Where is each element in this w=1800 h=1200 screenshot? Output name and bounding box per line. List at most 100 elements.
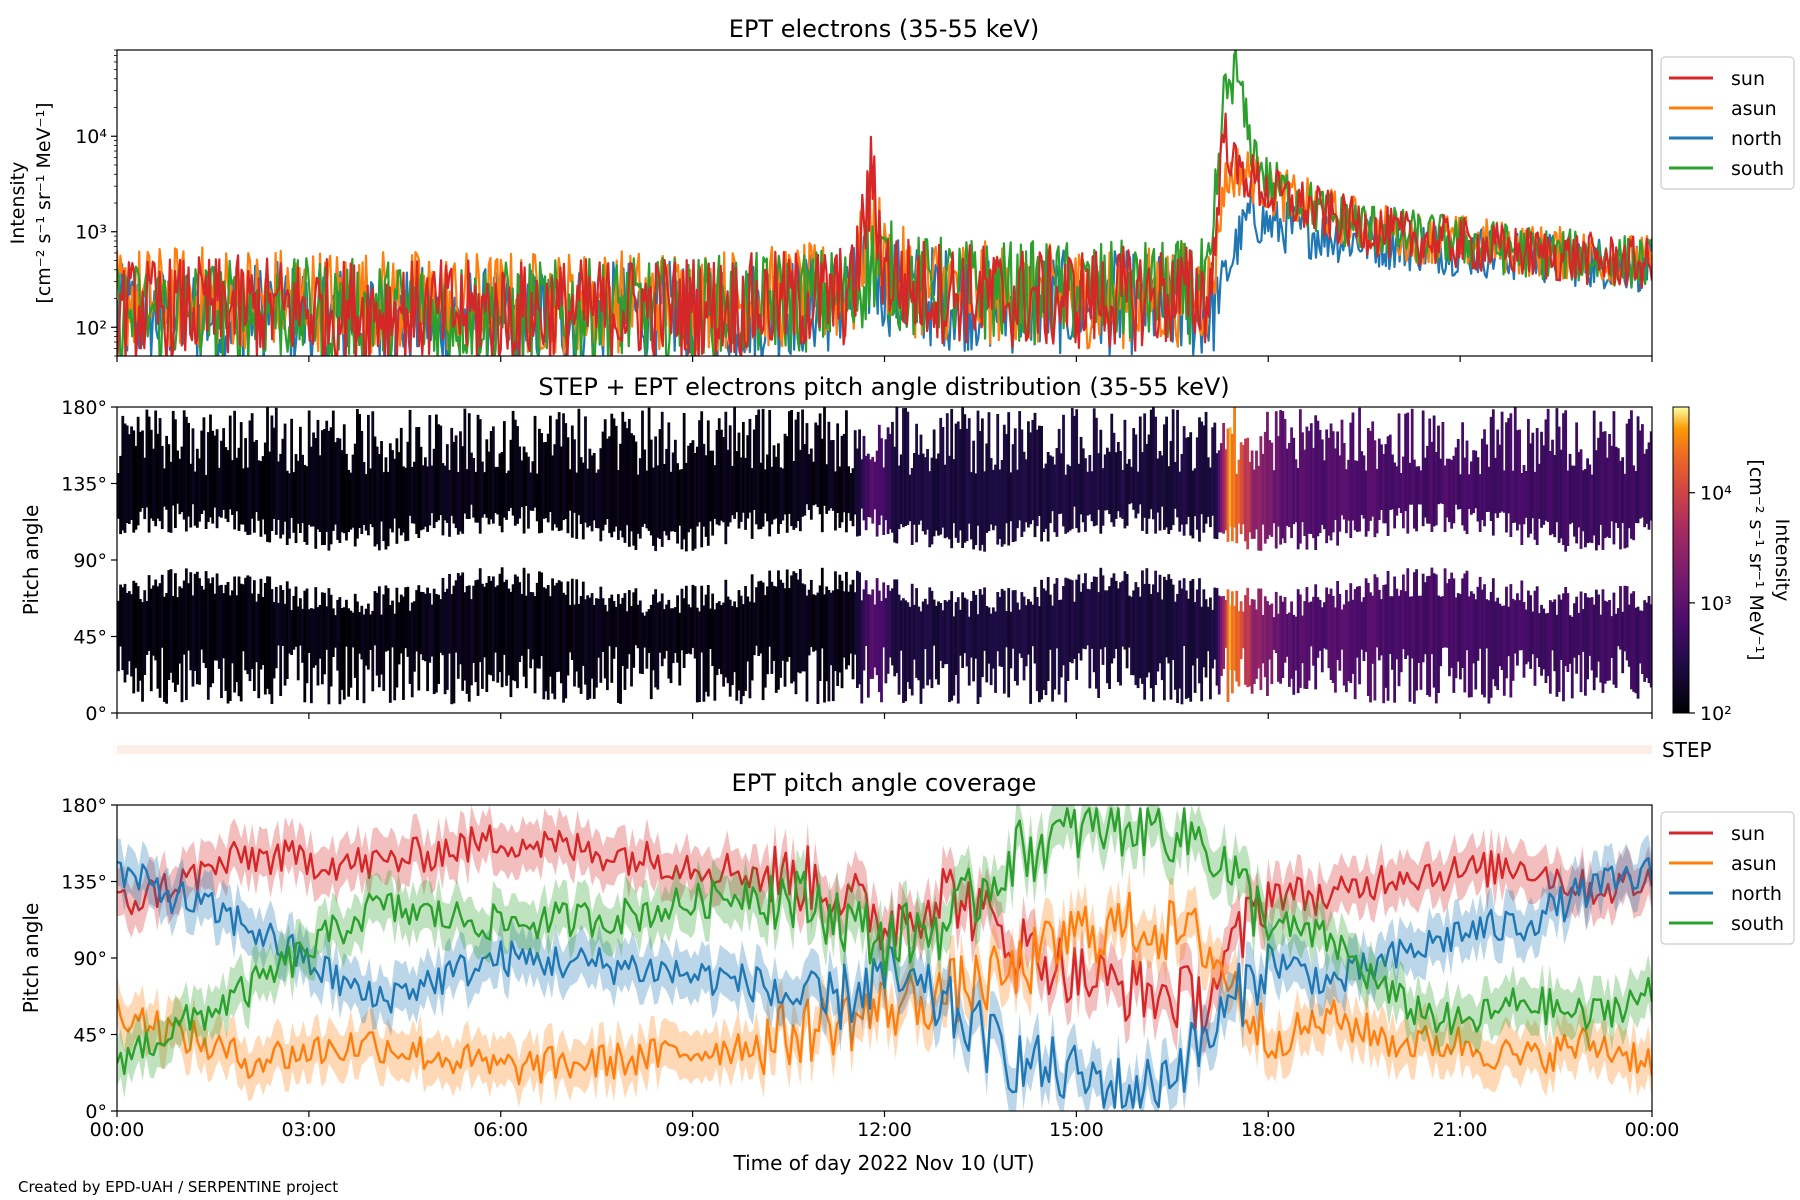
pad-cell: [649, 604, 653, 700]
pad-cell: [1419, 470, 1423, 505]
pad-cell: [739, 595, 743, 705]
pad-cell: [579, 596, 583, 694]
pad-cell: [1553, 455, 1557, 538]
pad-cell: [866, 453, 870, 517]
pad-cell: [1448, 578, 1451, 677]
pad-cell: [279, 585, 283, 696]
pad-cell: [165, 593, 169, 704]
pad-cell: [459, 575, 462, 665]
pad-cell: [921, 601, 925, 689]
pad-cell: [1645, 602, 1649, 679]
pad-cell: [684, 462, 688, 552]
pad-cell: [735, 451, 739, 513]
intensity-x-ticks: [116, 356, 1653, 362]
pad-cell: [904, 600, 908, 702]
pad-cell: [1412, 572, 1416, 704]
pad-cell: [261, 597, 265, 665]
pad-cell: [1362, 455, 1366, 519]
pad-cell: [1112, 573, 1116, 659]
pad-cell: [1272, 470, 1276, 524]
pad-cell: [649, 439, 653, 536]
pad-cell: [1454, 447, 1458, 505]
pad-cell: [404, 587, 408, 649]
pad-cell: [1092, 576, 1096, 673]
pad-cell: [1397, 413, 1401, 508]
pad-cell: [369, 614, 372, 650]
pad-cell: [698, 611, 701, 702]
pad-cell: [1105, 590, 1109, 684]
pad-cell: [1364, 578, 1368, 652]
pad-cell: [1410, 408, 1414, 505]
pad-cell: [809, 448, 813, 520]
pad-cell: [233, 576, 237, 693]
pad-cell: [518, 446, 522, 519]
pad-cell: [941, 610, 945, 669]
pad-cell: [588, 597, 592, 699]
pad-cell: [456, 472, 460, 535]
pad-cell: [950, 591, 954, 701]
pad-cell: [1287, 612, 1291, 687]
colorbar-label-line2: [cm⁻² s⁻¹ sr⁻¹ MeV⁻¹]: [1745, 459, 1767, 660]
pad-cell: [643, 615, 647, 648]
pad-cell: [1579, 449, 1583, 549]
pad-cell: [384, 457, 388, 550]
pad-cell: [301, 608, 304, 663]
pad-cell: [281, 438, 285, 535]
pad-cell: [426, 587, 429, 692]
pad-cell: [1125, 574, 1129, 669]
pad-cell: [1430, 567, 1434, 655]
pad-cell: [487, 451, 491, 525]
pad-cell: [452, 585, 456, 704]
pad-cell: [1143, 583, 1147, 700]
pad-cell: [445, 588, 449, 690]
coverage-series-group: [117, 805, 1652, 1111]
pad-cell: [187, 583, 190, 651]
pad-cell: [1608, 600, 1611, 681]
pad-cell: [871, 589, 875, 679]
pad-cell: [274, 407, 278, 535]
pad-cell: [829, 592, 833, 666]
pad-cell: [430, 604, 434, 657]
pad-cell: [816, 425, 820, 508]
pad-cell: [364, 608, 368, 666]
pad-cell: [614, 606, 618, 648]
pad-cell: [1057, 428, 1061, 515]
pad-cell: [505, 473, 508, 520]
coverage-legend: sun asun north south: [1660, 811, 1795, 945]
pad-cell: [1476, 586, 1480, 661]
pad-cell: [1206, 457, 1210, 517]
pad-cell: [548, 415, 552, 512]
pad-cell: [1441, 596, 1445, 648]
pad-cell: [1520, 473, 1524, 545]
pad-cell: [1522, 465, 1526, 525]
pad-cell: [1224, 600, 1228, 648]
pad-cell: [1173, 601, 1177, 690]
pad-cell: [542, 587, 546, 700]
pad-cell: [323, 592, 326, 675]
pad-cell: [959, 609, 962, 656]
pad-cell: [1649, 604, 1652, 688]
pad-cell: [772, 445, 776, 520]
pad-cell: [454, 580, 458, 653]
pad-cell: [724, 411, 728, 545]
pad-cell: [1084, 458, 1087, 532]
pad-cell: [1002, 424, 1006, 545]
pad-cell: [1417, 466, 1421, 505]
pad-cell: [1531, 611, 1535, 655]
pad-cell: [888, 590, 892, 658]
pad-cell: [1320, 607, 1324, 673]
pad-cell: [1088, 455, 1092, 515]
pad-cell: [1095, 417, 1098, 526]
pad-cell: [303, 590, 307, 703]
pad-ylabel: Pitch angle: [19, 505, 43, 616]
legend-label-asun: asun: [1731, 853, 1777, 875]
coverage-line-north: [117, 856, 1652, 1109]
pad-cell: [860, 459, 864, 509]
pad-cell: [417, 585, 421, 691]
pad-cell: [316, 607, 320, 686]
pad-cell: [1285, 614, 1289, 657]
pad-cell: [1546, 612, 1550, 677]
pad-cell: [566, 437, 570, 534]
pad-cell: [1305, 426, 1309, 550]
pad-cell: [1145, 443, 1149, 534]
